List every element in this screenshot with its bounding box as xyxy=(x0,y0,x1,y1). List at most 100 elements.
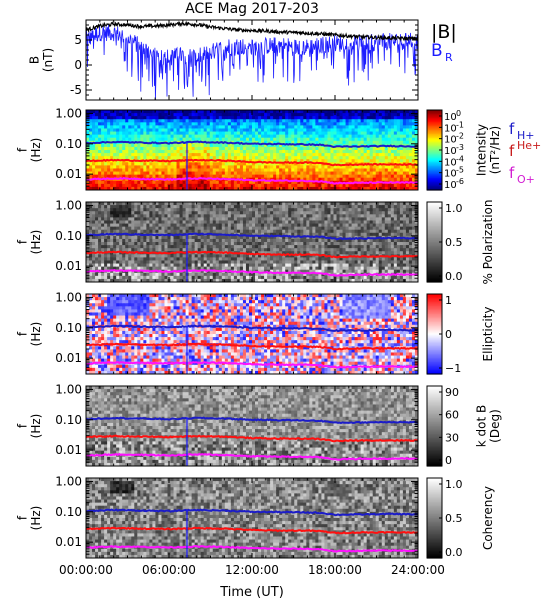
heatmap-cell xyxy=(288,125,292,129)
heatmap-cell xyxy=(128,183,132,188)
heatmap-cell xyxy=(164,238,168,243)
heatmap-cell xyxy=(276,229,280,234)
heatmap-cell xyxy=(185,113,190,117)
heatmap-cell xyxy=(134,266,138,271)
heatmap-cell xyxy=(279,254,283,258)
heatmap-cell xyxy=(152,205,156,209)
heatmap-cell xyxy=(233,131,238,136)
heatmap-cell xyxy=(239,205,244,209)
heatmap-cell xyxy=(200,131,205,136)
heatmap-cell xyxy=(152,217,156,221)
heatmap-cell xyxy=(95,260,99,265)
heatmap-cell xyxy=(245,254,250,258)
heatmap-cell xyxy=(411,134,416,139)
heatmap-cell xyxy=(369,122,374,126)
heatmap-cell xyxy=(245,263,250,268)
heatmap-cell xyxy=(179,116,184,120)
heatmap-cell xyxy=(137,217,141,221)
heatmap-cell xyxy=(369,125,374,129)
heatmap-cell xyxy=(342,122,347,126)
heatmap-cell xyxy=(255,272,259,277)
heatmap-cell xyxy=(366,177,371,182)
heatmap-cell xyxy=(333,177,338,182)
heatmap-cell xyxy=(270,266,274,271)
heatmap-cell xyxy=(387,140,392,145)
heatmap-cell xyxy=(134,174,138,179)
heatmap-cell xyxy=(227,263,232,268)
heatmap-cell xyxy=(200,238,205,243)
heatmap-cell xyxy=(303,128,307,133)
heatmap-cell xyxy=(252,272,256,277)
heatmap-cell xyxy=(285,278,289,283)
heatmap-cell xyxy=(89,143,93,148)
heatmap-cell xyxy=(131,217,135,221)
heatmap-cell xyxy=(324,171,328,176)
heatmap-cell xyxy=(387,150,392,154)
heatmap-cell xyxy=(101,257,105,261)
heatmap-cell xyxy=(209,174,214,179)
heatmap-cell xyxy=(236,242,241,246)
heatmap-cell xyxy=(149,134,153,139)
heatmap-cell xyxy=(282,159,286,163)
heatmap-cell xyxy=(146,245,150,249)
heatmap-cell xyxy=(221,217,226,221)
heatmap-cell xyxy=(333,116,338,120)
heatmap-cell xyxy=(396,128,401,133)
heatmap-cell xyxy=(267,183,271,188)
heatmap-cell xyxy=(203,168,208,173)
heatmap-cell xyxy=(128,214,132,218)
heatmap-cell xyxy=(173,131,178,136)
heatmap-cell xyxy=(125,162,129,166)
heatmap-cell xyxy=(273,125,277,129)
heatmap-cell xyxy=(324,186,328,191)
heatmap-cell xyxy=(233,257,238,261)
heatmap-cell xyxy=(236,113,241,117)
heatmap-cell xyxy=(212,168,217,173)
colorbar-tick-base: 10 xyxy=(444,180,457,191)
heatmap-cell xyxy=(179,263,184,268)
heatmap-cell xyxy=(318,122,322,126)
heatmap-cell xyxy=(200,180,205,185)
heatmap-cell xyxy=(119,208,123,212)
heatmap-cell xyxy=(86,242,90,246)
heatmap-cell xyxy=(95,165,99,169)
heatmap-cell xyxy=(315,150,319,154)
heatmap-cell xyxy=(252,275,256,280)
heatmap-cell xyxy=(167,143,172,148)
heatmap-cell xyxy=(104,162,108,166)
heatmap-cell xyxy=(306,174,310,179)
heatmap-cell xyxy=(291,153,295,157)
heatmap-cell xyxy=(221,220,226,225)
heatmap-cell xyxy=(408,183,413,188)
heatmap-cell xyxy=(140,186,144,191)
heatmap-cell xyxy=(89,278,93,283)
heatmap-cell xyxy=(158,220,162,225)
heatmap-cell xyxy=(194,168,199,173)
heatmap-cell xyxy=(176,275,181,280)
heatmap-cell xyxy=(330,128,334,133)
heatmap-cell xyxy=(203,278,208,283)
heatmap-cell xyxy=(273,143,277,148)
heatmap-cell xyxy=(212,146,217,151)
heatmap-cell xyxy=(294,131,298,136)
heatmap-cell xyxy=(294,165,298,169)
heatmap-cell xyxy=(113,211,117,215)
heatmap-cell xyxy=(327,128,331,133)
heatmap-cell xyxy=(137,226,141,231)
heatmap-cell xyxy=(315,171,319,176)
heatmap-cell xyxy=(206,248,211,252)
heatmap-cell xyxy=(176,257,181,261)
heatmap-cell xyxy=(158,223,162,228)
heatmap-cell xyxy=(116,257,120,261)
heatmap-cell xyxy=(414,128,419,133)
heatmap-cell xyxy=(366,153,371,157)
heatmap-cell xyxy=(279,272,283,277)
heatmap-cell xyxy=(270,131,274,136)
heatmap-cell xyxy=(188,134,193,139)
heatmap-cell xyxy=(191,272,196,277)
heatmap-cell xyxy=(279,242,283,246)
heatmap-cell xyxy=(197,220,202,225)
heatmap-cell xyxy=(200,205,205,209)
heatmap-cell xyxy=(333,134,338,139)
heatmap-cell xyxy=(252,232,256,237)
